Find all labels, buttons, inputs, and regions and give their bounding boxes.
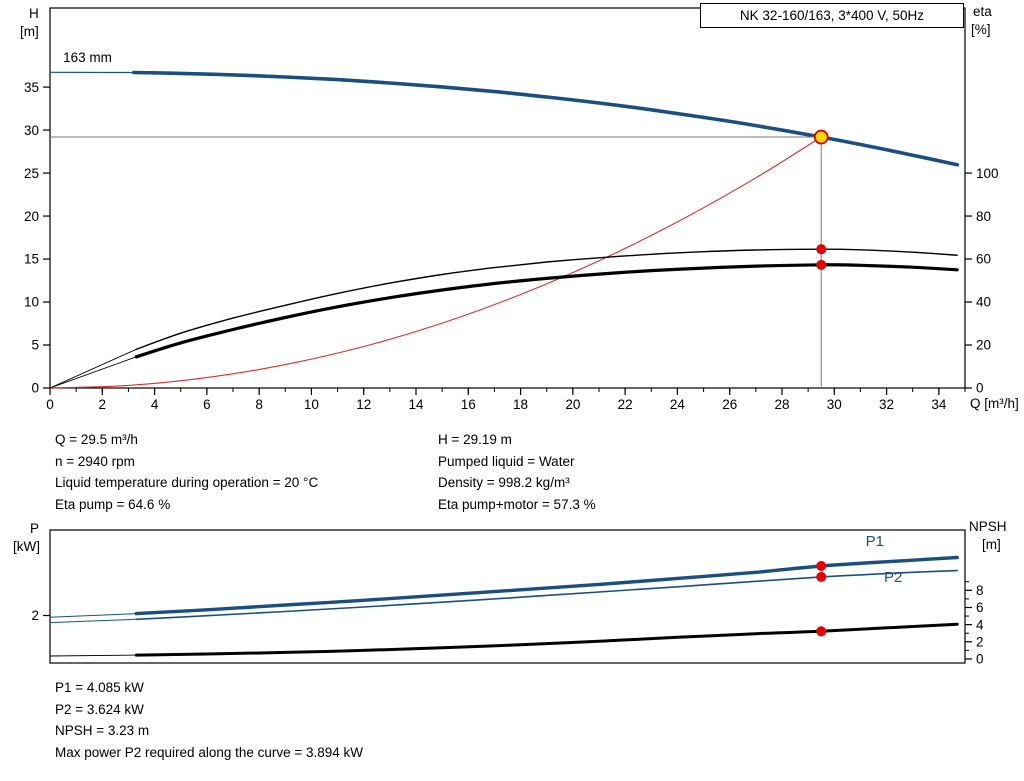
h-axis-title: H [29, 6, 39, 21]
p1-lead [49, 613, 137, 618]
y-right-tick-label: 80 [976, 209, 991, 224]
info-line-p1: P1 = 4.085 kW [55, 680, 144, 695]
y-left-tick-label: 2 [31, 608, 39, 623]
info-line-speed: n = 2940 rpm [55, 453, 135, 469]
npsh-duty-dot [816, 626, 827, 637]
x-tick-label: 8 [255, 397, 263, 412]
eta-pump-lead [49, 348, 137, 389]
x-tick-label: 6 [203, 397, 211, 412]
info-line-eta-pump-motor: Eta pump+motor = 57.3 % [438, 496, 596, 512]
x-tick-label: 28 [774, 397, 789, 412]
y-left-tick-label: 5 [31, 338, 39, 353]
y-right-tick-label: 100 [976, 166, 999, 181]
info-line-eta-pump: Eta pump = 64.6 % [55, 496, 171, 512]
y-right-tick-label: 40 [976, 295, 991, 310]
npsh-axis-unit: [m] [982, 537, 1001, 552]
eta-axis-title: eta [973, 4, 992, 19]
x-tick-label: 4 [151, 397, 159, 412]
qh-efficiency-chart: 0 2 4 6 8 10 12 14 16 18 20 22 24 26 28 30 32 34051015202… [24, 7, 999, 412]
y-left-tick-label: 10 [24, 295, 39, 310]
npsh-axis-title: NPSH [969, 519, 1007, 534]
info-line-density: Density = 998.2 kg/m³ [438, 475, 570, 490]
y-left-tick-label: 0 [31, 381, 39, 396]
x-tick-label: 32 [879, 397, 894, 412]
y-right-tick-label: 8 [976, 583, 984, 598]
pump-model-box: NK 32-160/163, 3*400 V, 50Hz [700, 3, 964, 28]
info-line-p2: P2 = 3.624 kW [55, 701, 144, 717]
plot-border [49, 529, 966, 664]
info-line-flow: Q = 29.5 m³/h [55, 432, 138, 447]
info-line-npsh: NPSH = 3.23 m [55, 723, 150, 738]
duty-info-left-column: Q = 29.5 m³/h n = 2940 rpm Liquid temper… [55, 429, 318, 515]
x-tick-label: 14 [408, 397, 424, 412]
p1-curve [134, 555, 959, 616]
y-left-tick-label: 35 [24, 80, 39, 95]
npsh-curve [134, 622, 959, 657]
impeller-size-label: 163 mm [63, 50, 112, 65]
y-right-tick-label: 0 [976, 652, 984, 667]
duty-info-right-column: H = 29.19 m Pumped liquid = Water Densit… [438, 429, 596, 515]
pump-model-label: NK 32-160/163, 3*400 V, 50Hz [739, 8, 925, 23]
p2-curve-label: P2 [884, 569, 902, 586]
y-right-tick-label: 20 [976, 338, 991, 353]
x-tick-label: 34 [931, 397, 947, 412]
q-axis-title: Q [m³/h] [970, 396, 1019, 411]
y-left-tick-label: 25 [24, 166, 39, 181]
x-tick-label: 24 [670, 397, 686, 412]
x-tick-label: 12 [356, 397, 371, 412]
p1-duty-dot [816, 560, 827, 571]
x-tick-label: 0 [46, 397, 54, 412]
y-right-tick-label: 0 [976, 381, 984, 396]
x-tick-label: 22 [618, 397, 633, 412]
p2-lead [49, 618, 137, 624]
eta-pump-curve [135, 248, 958, 350]
head-curve [131, 70, 959, 167]
x-tick-label: 18 [513, 397, 528, 412]
x-tick-label: 2 [99, 397, 107, 412]
plot-border [49, 7, 966, 389]
x-tick-label: 16 [461, 397, 476, 412]
duty-point-dot [813, 129, 829, 145]
eta-pump-duty-dot [816, 244, 827, 255]
eta-pump-motor-duty-dot [816, 259, 827, 270]
y-right-tick-label: 4 [976, 617, 984, 632]
y-left-tick-label: 15 [24, 252, 39, 267]
info-line-head: H = 29.19 m [438, 432, 512, 447]
y-left-tick-label: 20 [24, 209, 39, 224]
eta-axis-unit: [%] [971, 22, 991, 37]
p-axis-title: P [30, 521, 40, 536]
info-line-max-power: Max power P2 required along the curve = … [55, 744, 364, 760]
p-axis-unit: [kW] [13, 539, 40, 554]
eta-pump-motor-lead [49, 356, 137, 389]
info-line-liquid: Pumped liquid = Water [438, 453, 575, 469]
system-curve [49, 136, 822, 389]
y-right-tick-label: 6 [976, 600, 984, 615]
npsh-lead [49, 654, 137, 657]
power-npsh-chart: 2 0 2 4 6 8 P1 P2 [31, 529, 984, 667]
x-tick-label: 30 [827, 397, 842, 412]
x-tick-label: 26 [722, 397, 737, 412]
info-line-temperature: Liquid temperature during operation = 20… [55, 475, 319, 490]
y-left-tick-label: 30 [24, 123, 39, 138]
x-tick-label: 20 [565, 397, 580, 412]
y-right-tick-label: 60 [976, 252, 991, 267]
power-info-column: P1 = 4.085 kW P2 = 3.624 kW NPSH = 3.23 … [55, 677, 363, 763]
h-axis-unit: [m] [20, 24, 39, 39]
p2-curve [135, 569, 958, 621]
x-tick-label: 10 [304, 397, 319, 412]
y-right-tick-label: 2 [976, 635, 984, 650]
p1-curve-label: P1 [866, 533, 884, 550]
p2-duty-dot [816, 571, 827, 582]
eta-pump-motor-curve [134, 263, 959, 359]
